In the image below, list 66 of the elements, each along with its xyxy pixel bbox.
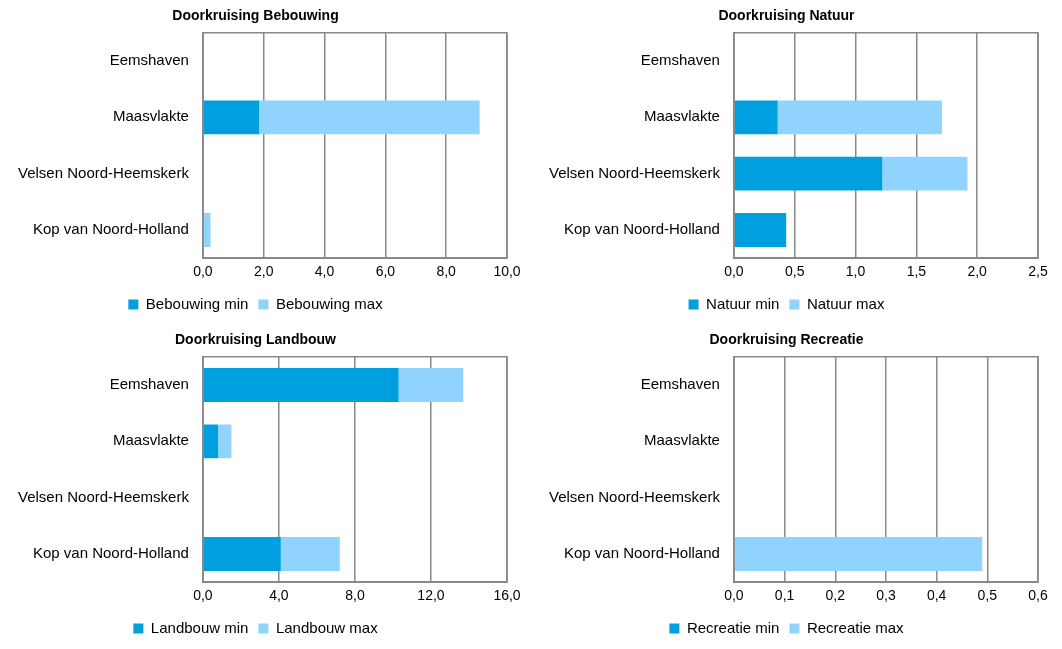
y-tick-label: Velsen Noord-Heemskerk	[549, 487, 721, 505]
bar	[203, 213, 211, 247]
x-tick-label: 16,0	[493, 587, 521, 604]
bar	[218, 424, 232, 459]
legend-label: Recreatie max	[806, 618, 905, 636]
y-tick-label: Velsen Noord-Heemskerk	[18, 487, 190, 505]
bar	[734, 213, 787, 247]
y-tick-label: Eemshaven	[640, 375, 720, 393]
y-tick-label: Eemshaven	[109, 51, 189, 69]
bar	[203, 100, 260, 135]
x-tick-label: 6,0	[375, 263, 396, 280]
bar	[398, 368, 464, 402]
y-tick-label: Kop van Noord-Holland	[563, 220, 720, 238]
x-tick-label: 1,0	[845, 263, 866, 280]
x-tick-label: 10,0	[493, 263, 521, 280]
chart-title: Doorkruising Bebouwing	[172, 7, 339, 24]
bar	[280, 537, 340, 571]
bar	[882, 156, 968, 191]
y-tick-label: Eemshaven	[109, 375, 189, 393]
x-tick-label: 0,0	[724, 587, 744, 604]
x-tick-label: 2,5	[1028, 263, 1048, 280]
bar	[259, 100, 480, 135]
y-tick-label: Maasvlakte	[644, 431, 720, 449]
legend-label: Landbouw max	[275, 618, 379, 636]
x-tick-label: 0,5	[977, 587, 998, 604]
legend-label: Recreatie min	[686, 618, 780, 636]
legend-label: Bebouwing max	[275, 294, 384, 312]
y-tick-label: Kop van Noord-Holland	[32, 544, 189, 562]
bar	[203, 368, 399, 402]
x-tick-label: 12,0	[417, 587, 445, 604]
chart-title: Doorkruising Landbouw	[175, 331, 337, 348]
bar	[203, 424, 219, 459]
y-tick-label: Maasvlakte	[113, 431, 189, 449]
bar	[734, 156, 883, 191]
x-tick-label: 0,0	[193, 263, 213, 280]
x-tick-label: 0,0	[193, 587, 213, 604]
bar	[777, 100, 942, 135]
x-tick-label: 0,6	[1028, 587, 1048, 604]
x-tick-label: 4,0	[269, 587, 289, 604]
y-tick-label: Maasvlakte	[113, 107, 189, 125]
x-tick-label: 0,4	[926, 587, 947, 604]
y-tick-label: Kop van Noord-Holland	[32, 220, 189, 238]
y-tick-label: Velsen Noord-Heemskerk	[549, 163, 721, 181]
chart-title: Doorkruising Recreatie	[709, 331, 864, 348]
y-tick-label: Velsen Noord-Heemskerk	[18, 163, 190, 181]
legend-label: Bebouwing min	[145, 294, 249, 312]
legend-label: Landbouw min	[150, 618, 249, 636]
x-tick-label: 0,1	[774, 587, 795, 604]
x-tick-label: 0,3	[876, 587, 896, 604]
x-tick-label: 8,0	[436, 263, 457, 280]
bar	[203, 537, 281, 571]
legend-label: Natuur max	[806, 294, 885, 312]
x-tick-label: 0,2	[825, 587, 846, 604]
x-tick-label: 8,0	[345, 587, 365, 604]
x-tick-label: 1,5	[906, 263, 927, 280]
legend-label: Natuur min	[706, 294, 780, 312]
x-tick-label: 2,0	[253, 263, 274, 280]
x-tick-label: 0,0	[724, 263, 744, 280]
x-tick-label: 0,5	[784, 263, 805, 280]
y-tick-label: Maasvlakte	[644, 107, 720, 125]
y-tick-label: Eemshaven	[640, 51, 720, 69]
x-tick-label: 4,0	[314, 263, 335, 280]
y-tick-label: Kop van Noord-Holland	[563, 544, 720, 562]
x-tick-label: 2,0	[967, 263, 988, 280]
bar	[734, 100, 778, 135]
chart-title: Doorkruising Natuur	[718, 7, 856, 24]
